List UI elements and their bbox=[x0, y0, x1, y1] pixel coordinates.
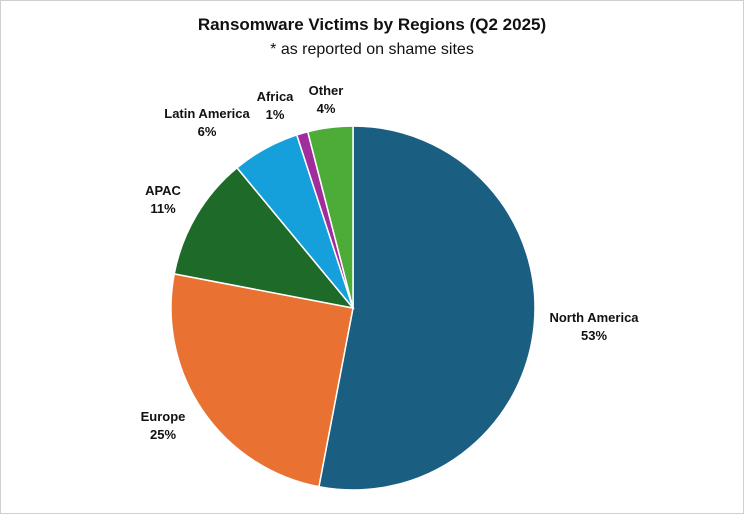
slice-north-america bbox=[318, 125, 536, 491]
slice-apac bbox=[173, 166, 355, 310]
slice-other bbox=[306, 125, 354, 309]
label-apac: APAC bbox=[145, 183, 181, 198]
value-label-europe: 25% bbox=[150, 427, 176, 442]
value-label-north-america: 53% bbox=[581, 328, 607, 343]
slice-europe bbox=[170, 273, 354, 488]
chart-title: Ransomware Victims by Regions (Q2 2025) bbox=[197, 15, 547, 34]
value-label-apac: 11% bbox=[150, 201, 176, 216]
value-label-other: 4% bbox=[317, 101, 336, 116]
value-label-latin-america: 6% bbox=[198, 124, 217, 139]
chart-subtitle: * as reported on shame sites bbox=[270, 41, 474, 58]
label-north-america: North America bbox=[549, 310, 639, 325]
label-africa: Africa bbox=[257, 89, 295, 104]
label-other: Other bbox=[309, 83, 344, 98]
label-latin-america: Latin America bbox=[164, 106, 250, 121]
value-label-africa: 1% bbox=[266, 107, 285, 122]
label-europe: Europe bbox=[141, 409, 186, 424]
